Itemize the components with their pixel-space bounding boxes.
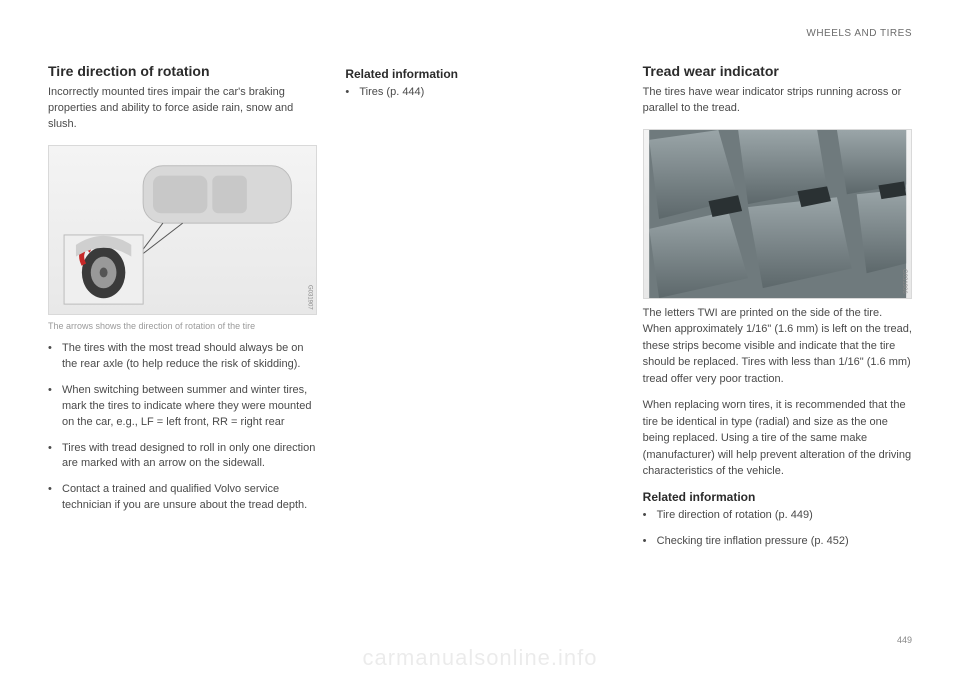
- section-title: Tread wear indicator: [643, 63, 912, 79]
- list-item: The tires with the most tread should alw…: [48, 341, 317, 373]
- list-item: When switching between summer and winter…: [48, 383, 317, 431]
- figure-caption: The arrows shows the direction of rotati…: [48, 321, 317, 331]
- page: WHEELS AND TIRES Tire direction of rotat…: [0, 0, 960, 677]
- list-item: Tire direction of rotation (p. 449): [643, 508, 912, 524]
- column-2: Related information Tires (p. 444): [345, 63, 614, 560]
- bullet-list: Tires (p. 444): [345, 85, 614, 101]
- bullet-list: The tires with the most tread should alw…: [48, 341, 317, 514]
- bullet-list: Tire direction of rotation (p. 449) Chec…: [643, 508, 912, 550]
- list-item: Tires with tread designed to roll in onl…: [48, 441, 317, 473]
- image-code: G031906: [901, 269, 907, 294]
- paragraph: The letters TWI are printed on the side …: [643, 305, 912, 388]
- tire-rotation-illustration: [49, 146, 316, 314]
- column-3: Tread wear indicator The tires have wear…: [643, 63, 912, 560]
- intro-text: The tires have wear indicator strips run…: [643, 85, 912, 117]
- tread-wear-illustration: [644, 130, 911, 298]
- image-code: G031907: [306, 285, 312, 310]
- page-number: 449: [897, 635, 912, 645]
- column-1: Tire direction of rotation Incorrectly m…: [48, 63, 317, 560]
- content-columns: Tire direction of rotation Incorrectly m…: [48, 63, 912, 560]
- related-info-heading: Related information: [345, 67, 614, 81]
- watermark: carmanualsonline.info: [0, 645, 960, 671]
- related-info-heading: Related information: [643, 490, 912, 504]
- figure-tire-rotation: G031907: [48, 145, 317, 315]
- intro-text: Incorrectly mounted tires impair the car…: [48, 85, 317, 133]
- section-title: Tire direction of rotation: [48, 63, 317, 79]
- paragraph: When replacing worn tires, it is recomme…: [643, 397, 912, 480]
- page-header: WHEELS AND TIRES: [48, 28, 912, 39]
- list-item: Checking tire inflation pressure (p. 452…: [643, 534, 912, 550]
- list-item: Contact a trained and qualified Volvo se…: [48, 482, 317, 514]
- figure-tread-wear: G031906: [643, 129, 912, 299]
- list-item: Tires (p. 444): [345, 85, 614, 101]
